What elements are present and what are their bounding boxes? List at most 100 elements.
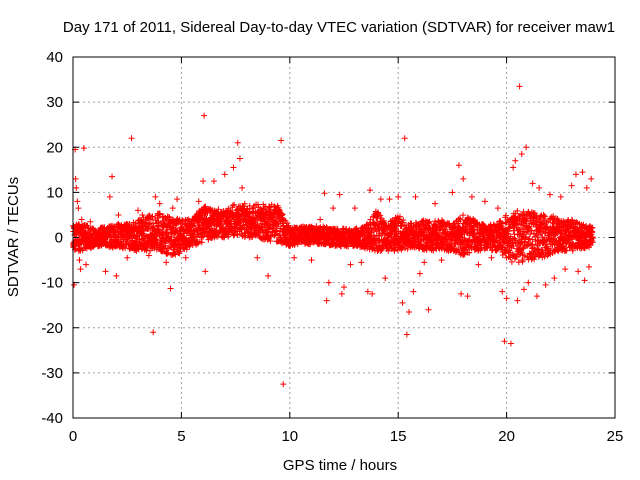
data-point [390,245,397,252]
data-point [456,215,463,222]
data-point-outlier [510,164,517,171]
data-point-outlier [575,268,582,275]
data-point-outlier [557,193,564,200]
data-point-outlier [128,135,135,142]
data-point-outlier [533,293,540,300]
data-point [569,217,576,224]
data-point-outlier [377,196,384,203]
data-point [438,245,445,252]
data-point-outlier [581,277,588,284]
data-point [261,205,268,212]
data-point [386,230,393,237]
data-point [460,212,467,219]
data-point [492,237,499,244]
data-point-outlier [115,211,122,218]
data-point-outlier [546,191,553,198]
data-point [334,225,341,232]
data-point [240,222,247,229]
data-point [426,218,433,225]
data-point [273,227,280,234]
data-point [155,214,162,221]
data-point-outlier [438,257,445,264]
data-point-outlier [336,191,343,198]
y-tick-label: 30 [46,94,63,111]
data-point [514,207,521,214]
data-point-outlier [585,263,592,270]
x-tick-label: 25 [607,428,624,445]
data-point [520,245,527,252]
data-point [541,213,548,220]
data-point-outlier [341,284,347,291]
data-point-outlier [432,200,439,207]
data-point [508,258,515,265]
data-point-outlier [386,196,393,203]
data-point [474,219,481,226]
data-point [589,239,596,246]
data-point [264,208,271,215]
data-point-outlier [523,144,530,151]
data-point [146,212,153,219]
data-point [137,240,144,247]
data-point-outlier [583,184,590,191]
data-point-outlier [364,288,371,295]
data-point-outlier [520,286,527,293]
data-point-outlier [395,193,402,200]
data-point [229,202,236,209]
data-point [461,250,468,257]
data-point-outlier [72,175,79,182]
data-point [506,253,513,260]
data-point-outlier [150,329,157,336]
data-point-outlier [109,173,116,180]
data-point [165,213,172,220]
data-point-outlier [80,145,87,152]
data-point [241,200,248,207]
data-point [523,229,530,236]
data-point [172,251,179,258]
data-point [530,230,537,237]
y-tick-label: -30 [41,365,63,382]
y-tick-label: 0 [55,230,63,247]
data-point [563,247,570,254]
data-point-outlier [458,290,465,297]
data-point-outlier [308,257,315,264]
data-point-outlier [73,184,80,191]
data-point-outlier [416,270,423,277]
data-point-outlier [102,268,109,275]
data-point-outlier [455,162,462,169]
data-point [490,231,497,238]
data-point-outlier [410,288,417,295]
data-point-outlier [568,182,575,189]
data-point-outlier [367,187,374,194]
data-point-outlier [494,205,501,212]
data-point-outlier [351,205,358,212]
x-tick-label: 15 [390,428,407,445]
data-point-outlier [401,135,408,142]
data-point [425,219,432,226]
data-point-outlier [460,175,467,182]
data-point [234,231,241,238]
data-point-outlier [464,293,471,300]
data-point [589,224,596,231]
data-point-outlier [83,261,90,268]
data-point-outlier [265,272,272,279]
data-point-outlier [516,83,523,90]
y-tick-label: 10 [46,184,63,201]
data-point-outlier [512,157,519,164]
data-point [203,216,210,223]
data-point-outlier [323,297,330,304]
data-point-outlier [77,266,84,273]
data-point-outlier [230,164,237,171]
data-point-outlier [330,205,337,212]
data-point-outlier [278,137,285,144]
data-point-outlier [145,252,152,259]
data-point [471,217,478,224]
data-point [540,220,547,227]
data-point-outlier [139,211,146,218]
data-point-outlier [399,299,406,306]
data-point-outlier [87,218,94,225]
data-point [514,222,521,229]
data-point [533,212,540,219]
data-point [396,213,403,220]
data-point [523,218,530,225]
data-point-outlier [254,254,261,261]
